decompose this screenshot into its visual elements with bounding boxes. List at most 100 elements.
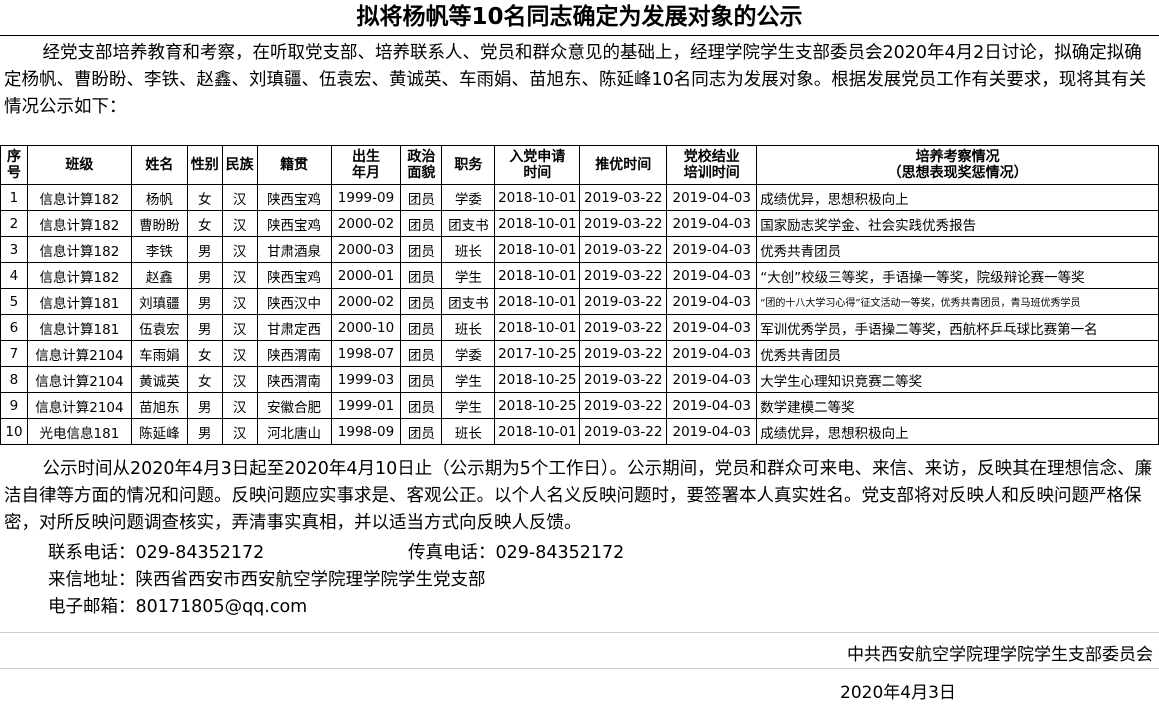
table-cell: 陕西宝鸡 <box>256 184 332 211</box>
table-cell: 陕西渭南 <box>256 366 332 393</box>
table-cell: 2018-10-25 <box>494 392 581 419</box>
table-cell: 2018-10-01 <box>494 418 581 445</box>
table-cell: 2019-04-03 <box>666 418 758 445</box>
table-cell: 国家励志奖学金、社会实践优秀报告 <box>756 210 1159 237</box>
table-cell: 10 <box>0 418 28 445</box>
column-header: 班级 <box>26 145 132 185</box>
table-cell: 班长 <box>441 418 496 445</box>
column-header: 序号 <box>0 145 28 185</box>
contact-fax: 传真电话：029-84352172 <box>408 543 625 563</box>
table-cell: 5 <box>0 288 28 315</box>
table-cell: 2019-03-22 <box>579 340 668 367</box>
notice-paragraph: 公示时间从2020年4月3日起至2020年4月10日止（公示期为5个工作日）。公… <box>4 459 1153 533</box>
table-cell: 车雨娟 <box>130 340 188 367</box>
table-cell: 2019-04-03 <box>666 392 758 419</box>
table-cell: 汉 <box>221 392 258 419</box>
table-cell: 男 <box>186 314 223 341</box>
table-cell: 1 <box>0 184 28 211</box>
table-cell: 2019-04-03 <box>666 262 758 289</box>
table-cell: 团员 <box>400 288 443 315</box>
table-cell: 2000-01 <box>330 262 402 289</box>
table-cell: 2000-02 <box>330 288 402 315</box>
table-cell: 团支书 <box>441 210 496 237</box>
table-cell: 2019-04-03 <box>666 314 758 341</box>
table-cell: 信息计算181 <box>26 288 132 315</box>
table-cell: 2019-03-22 <box>579 262 668 289</box>
table-row: 5 信息计算181 刘瑱疆男汉陕西汉中 2000-02 团员 团支书 2018-10-01 2… <box>0 288 1159 315</box>
table-cell: 2019-03-22 <box>579 184 668 211</box>
table-cell: 团员 <box>400 366 443 393</box>
table-cell: 团员 <box>400 236 443 263</box>
table-cell: 2019-04-03 <box>666 288 758 315</box>
candidates-table: 序号 班级 姓名 性别 民族 籍贯 出生 年月 政治 面貌 职务 入党申请 时间 推优时间 党校结业 … <box>0 145 1159 445</box>
table-cell: 团支书 <box>441 288 496 315</box>
table-cell: 男 <box>186 418 223 445</box>
table-cell: 黄诚英 <box>130 366 188 393</box>
table-row: 3 信息计算182 李铁男汉甘肃酒泉 2000-03 团员 班长 2018-10-01 201… <box>0 236 1159 263</box>
table-cell: 团员 <box>400 184 443 211</box>
column-header: 姓名 <box>130 145 188 185</box>
table-cell: 男 <box>186 236 223 263</box>
table-cell: 学委 <box>441 340 496 367</box>
table-cell: 团员 <box>400 262 443 289</box>
table-cell: 2019-03-22 <box>579 236 668 263</box>
table-cell: 1998-07 <box>330 340 402 367</box>
table-cell: 信息计算2104 <box>26 366 132 393</box>
table-cell: 2019-04-03 <box>666 340 758 367</box>
table-cell: 赵鑫 <box>130 262 188 289</box>
table-cell: 安徽合肥 <box>256 392 332 419</box>
table-cell: 信息计算182 <box>26 210 132 237</box>
table-cell: 2017-10-25 <box>494 340 581 367</box>
table-cell: 汉 <box>221 262 258 289</box>
table-cell: 陕西宝鸡 <box>256 262 332 289</box>
table-cell: 2019-04-03 <box>666 236 758 263</box>
table-cell: 陕西汉中 <box>256 288 332 315</box>
table-cell: “大创”校级三等奖，手语操一等奖，院级辩论赛一等奖 <box>756 262 1159 289</box>
column-header: 党校结业 培训时间 <box>666 145 758 185</box>
table-cell: 2000-03 <box>330 236 402 263</box>
table-cell: 光电信息181 <box>26 418 132 445</box>
table-cell: 军训优秀学员，手语操二等奖，西航杯乒乓球比赛第一名 <box>756 314 1159 341</box>
table-cell: 2000-02 <box>330 210 402 237</box>
table-cell: 2019-03-22 <box>579 392 668 419</box>
table-cell: 刘瑱疆 <box>130 288 188 315</box>
table-cell: 3 <box>0 236 28 263</box>
table-cell: 信息计算182 <box>26 184 132 211</box>
column-header: 政治 面貌 <box>400 145 443 185</box>
table-row: 9 信息计算2104 苗旭东男汉安徽合肥 1999-01 团员 学生 2018-10-25 2… <box>0 392 1159 419</box>
column-header: 职务 <box>441 145 496 185</box>
table-cell: 2018-10-25 <box>494 366 581 393</box>
table-row: 4 信息计算182 赵鑫男汉陕西宝鸡 2000-01 团员 学生 2018-10-01 201… <box>0 262 1159 289</box>
table-cell: 汉 <box>221 288 258 315</box>
table-cell: 1999-01 <box>330 392 402 419</box>
table-cell: 2000-10 <box>330 314 402 341</box>
table-cell: 优秀共青团员 <box>756 236 1159 263</box>
table-cell: 2019-04-03 <box>666 184 758 211</box>
table-cell: 2019-03-22 <box>579 314 668 341</box>
table-cell: 女 <box>186 366 223 393</box>
table-cell: 大学生心理知识竞赛二等奖 <box>756 366 1159 393</box>
table-cell: 甘肃酒泉 <box>256 236 332 263</box>
table-cell: 2 <box>0 210 28 237</box>
column-header: 民族 <box>221 145 258 185</box>
contact-phone: 联系电话：029-84352172 <box>48 543 265 563</box>
table-cell: 苗旭东 <box>130 392 188 419</box>
table-cell: 2019-03-22 <box>579 418 668 445</box>
table-cell: 1999-03 <box>330 366 402 393</box>
column-header: 性别 <box>186 145 223 185</box>
table-cell: 汉 <box>221 418 258 445</box>
column-header: 入党申请 时间 <box>494 145 581 185</box>
table-cell: 信息计算182 <box>26 262 132 289</box>
table-cell: 汉 <box>221 340 258 367</box>
table-cell: 班长 <box>441 236 496 263</box>
table-cell: 2019-04-03 <box>666 210 758 237</box>
table-cell: 曹盼盼 <box>130 210 188 237</box>
table-cell: 汉 <box>221 314 258 341</box>
table-cell: 陕西宝鸡 <box>256 210 332 237</box>
table-cell: 团员 <box>400 314 443 341</box>
contact-address: 来信地址：陕西省西安市西安航空学院理学院学生党支部 <box>48 570 486 590</box>
table-cell: 2018-10-01 <box>494 236 581 263</box>
table-cell: 女 <box>186 184 223 211</box>
table-cell: 9 <box>0 392 28 419</box>
table-cell: 2019-04-03 <box>666 366 758 393</box>
